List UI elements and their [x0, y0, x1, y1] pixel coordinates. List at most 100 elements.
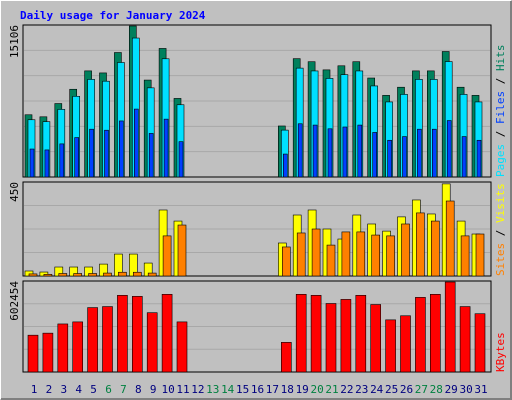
bar [88, 273, 97, 277]
bar [148, 133, 154, 178]
bar [474, 313, 486, 373]
bar [356, 231, 366, 277]
bar [176, 321, 188, 373]
bar [59, 143, 65, 178]
bar [102, 306, 113, 373]
bar [387, 139, 392, 178]
bar [104, 129, 109, 178]
bar [147, 272, 157, 277]
x-tick-label: 12 [191, 383, 204, 396]
legend-entry: Visits [494, 183, 507, 223]
bar [57, 323, 69, 373]
bar [280, 342, 292, 373]
x-tick-label: 6 [105, 383, 112, 396]
bar [310, 295, 322, 373]
x-tick-label: 22 [340, 383, 353, 396]
legend-entry: Files [494, 91, 507, 124]
x-tick-label: 21 [325, 383, 338, 396]
bar [446, 120, 452, 178]
legend-entry: Sites [494, 243, 507, 276]
bar [134, 108, 139, 178]
x-tick-label: 9 [150, 383, 157, 396]
x-tick-label: 1 [31, 383, 38, 396]
y-tick-label: 15106 [8, 25, 21, 58]
x-tick-label: 13 [206, 383, 219, 396]
bar [178, 141, 184, 178]
bar [341, 231, 351, 277]
x-tick-label: 18 [281, 383, 294, 396]
bar [44, 149, 50, 178]
bar [296, 232, 306, 277]
bar [43, 274, 53, 277]
bar [312, 124, 318, 178]
x-tick-label: 23 [355, 383, 368, 396]
bar [370, 304, 382, 373]
x-tick-label: 2 [46, 383, 53, 396]
x-tick-label: 24 [370, 383, 384, 396]
bar [342, 126, 348, 178]
legend-entry: KBytes [494, 332, 507, 372]
x-tick-label: 28 [430, 383, 443, 396]
bar [326, 244, 336, 277]
bar [177, 224, 187, 277]
x-tick-label: 4 [75, 383, 82, 396]
bar [161, 294, 173, 373]
bar [119, 120, 124, 178]
legend-separator: / [494, 71, 507, 91]
bar [28, 273, 38, 277]
bar [72, 321, 83, 373]
bar [461, 136, 467, 178]
bar [89, 128, 94, 178]
bar [58, 273, 68, 277]
bar [385, 319, 396, 373]
bar [402, 136, 407, 178]
bar [73, 273, 82, 277]
bar [295, 294, 307, 373]
bar [132, 296, 143, 373]
x-tick-label: 31 [474, 383, 487, 396]
legend-entry: Pages [494, 144, 507, 177]
bar [311, 228, 321, 277]
bar [355, 295, 367, 373]
x-tick-label: 16 [251, 383, 264, 396]
x-tick-label: 30 [459, 383, 472, 396]
bar [430, 220, 440, 277]
bar [476, 139, 482, 178]
bar [74, 137, 79, 178]
x-tick-label: 17 [266, 383, 279, 396]
bar [445, 200, 455, 277]
bar [357, 124, 363, 178]
bar [475, 233, 485, 277]
chart-title: Daily usage for January 2024 [20, 9, 206, 22]
bar [118, 271, 127, 277]
legend-separator: / [494, 223, 507, 243]
x-tick-label: 11 [176, 383, 189, 396]
legend: KBytes [494, 332, 507, 372]
bar [459, 306, 471, 373]
x-tick-label: 27 [415, 383, 428, 396]
legend: Pages / Files / Hits [494, 45, 507, 178]
bar [400, 315, 411, 373]
bar [163, 118, 169, 178]
bar [281, 246, 291, 277]
bar [27, 334, 39, 373]
bar [42, 332, 54, 373]
x-tick-label: 26 [400, 383, 413, 396]
bar [415, 297, 426, 373]
legend-separator: / [494, 124, 507, 144]
x-tick-label: 3 [60, 383, 67, 396]
bar [401, 223, 410, 277]
x-tick-label: 15 [236, 383, 249, 396]
x-tick-label: 20 [310, 383, 323, 396]
bar [417, 128, 422, 178]
bar [372, 132, 378, 178]
legend-entry: Hits [494, 45, 507, 72]
bar [340, 299, 352, 373]
bar [327, 128, 333, 178]
bar [429, 294, 441, 373]
bar [371, 234, 381, 277]
bar [325, 303, 337, 373]
y-tick-label: 602454 [8, 281, 21, 321]
bar [133, 271, 142, 277]
bar [444, 281, 456, 373]
